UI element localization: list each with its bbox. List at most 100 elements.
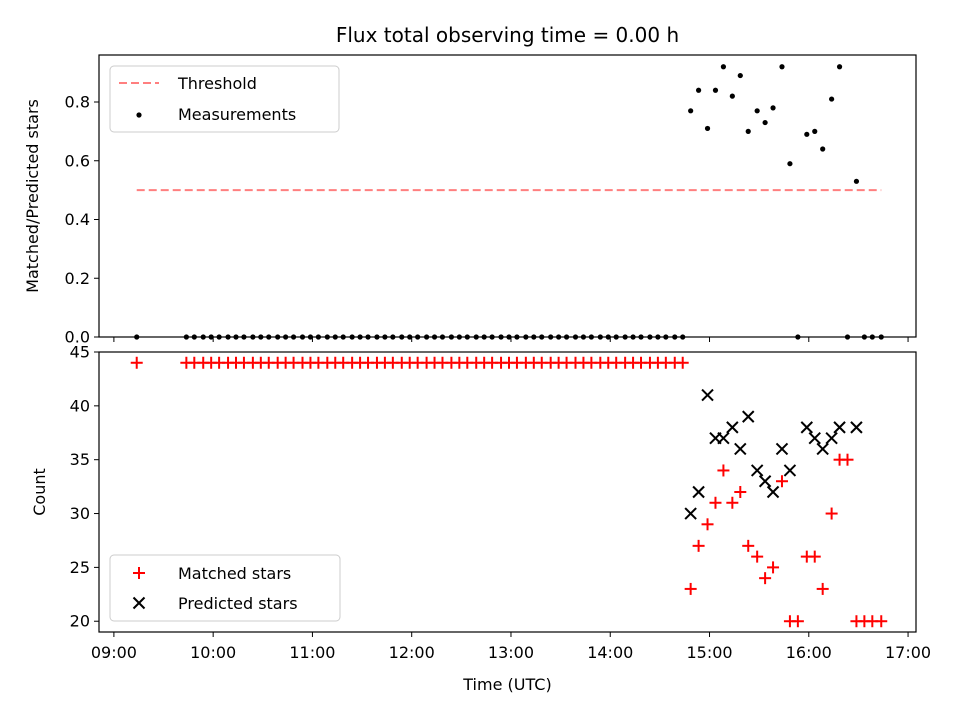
top-axes-frame [98,54,917,338]
matched-star-point [751,550,764,563]
matched-star-point [684,582,697,595]
bottom-y-axis-label: Count [30,468,49,516]
bottom-y-tick-label: 20 [70,612,90,631]
bottom-y-tick-label: 30 [70,504,90,523]
predicted-star-point [758,475,772,488]
matched-star-point [130,356,143,369]
measurement-point [704,125,711,132]
x-axis-label: Time (UTC) [462,675,551,694]
top-y-tick-label: 0.4 [65,210,90,229]
predicted-star-b [833,421,846,434]
top-legend: Threshold Measurements [109,65,340,133]
measurement-point [787,161,793,167]
matched-star-point [709,496,722,509]
predicted-star-point [742,410,755,423]
matched-star-point [717,464,730,477]
matched-star-point [742,539,755,552]
predicted-star-b [775,442,789,456]
bottom-x-tick-label: 17:00 [885,643,931,662]
measurement-point [729,93,735,99]
chart-title: Flux total observing time = 0.00 h [336,23,679,47]
measurement-point [720,64,727,70]
measurement-point [779,64,785,70]
bottom-y-tick-label: 45 [70,343,90,362]
top-y-tick-label: 0.6 [65,151,90,170]
legend-predicted-swatch-b [132,596,146,610]
top-legend-box [109,65,340,133]
predicted-star-b [701,388,714,402]
measurement-point [745,128,751,134]
matched-star-point [875,615,888,628]
bottom-axes-frame [98,351,917,633]
bottom-x-tick-label: 13:00 [488,643,534,662]
matched-star-point [701,518,714,531]
bottom-x-tick-label: 15:00 [686,643,732,662]
measurement-point [762,119,768,126]
legend-threshold-label: Threshold [177,74,257,93]
matched-star-point [825,507,838,520]
measurement-point [820,146,826,152]
predicted-star-point [850,421,863,434]
predicted-star-point [750,464,764,477]
predicted-star-point [734,442,747,456]
legend-predicted-label: Predicted stars [178,594,298,613]
predicted-star-b [808,431,821,445]
measurement-point [829,96,835,102]
predicted-star-point [775,442,789,456]
matched-star-point [759,572,772,585]
measurement-point [804,131,810,137]
measurement-point [695,87,702,93]
legend-measurements-swatch [136,112,142,118]
measurement-point [712,87,719,93]
legend-matched-label: Matched stars [178,564,291,583]
bottom-legend: Matched stars Predicted stars [109,554,341,622]
predicted-star-b [726,421,739,434]
matched-star-point [734,486,747,498]
predicted-star-b [825,431,838,445]
predicted-star-point [808,431,821,445]
bottom-x-tick-label: 14:00 [587,643,633,662]
bottom-y-tick-label: 40 [70,396,90,415]
predicted-star-b [684,507,697,520]
measurement-point [688,108,694,114]
matched-star-point [775,475,788,488]
matched-star-point [767,561,780,574]
predicted-star-point [692,485,705,499]
predicted-star-b [766,485,780,499]
bottom-x-tick-label: 09:00 [91,643,137,662]
measurement-point [737,72,743,79]
predicted-star-b [850,421,863,434]
matched-star-point [692,539,705,552]
predicted-star-point [717,431,730,445]
bottom-x-tick-label: 12:00 [389,643,435,662]
top-y-axis-label: Matched/Predicted stars [23,99,42,293]
matched-star-point [791,615,804,628]
matched-star-point [841,453,854,466]
top-y-tick-label: 0.8 [65,93,90,112]
predicted-star-point [783,464,797,477]
measurement-point [836,64,843,70]
top-y-tick-label: 0.2 [65,269,90,288]
bottom-y-tick-label: 25 [70,558,90,577]
bottom-x-tick-label: 16:00 [786,643,832,662]
measurement-point [812,128,818,134]
predicted-star-point [816,442,829,456]
legend-measurements-label: Measurements [178,105,296,124]
matched-star-point [816,582,829,595]
measurement-point [853,178,860,184]
predicted-star-point [726,421,739,434]
predicted-star-point [701,388,714,402]
measurement-point [754,108,760,114]
matched-star-point [726,496,739,509]
predicted-star-b [692,485,705,499]
predicted-star-b [742,410,755,423]
matched-star-point [676,356,689,369]
top-panel: 0.0 0.2 0.4 0.6 0.8 Threshold Measurements [65,54,917,347]
top-y-tick-label: 0.0 [65,328,90,347]
bottom-panel: 20 25 30 35 40 45 09:00 10:00 11:00 12:00 13:00 14:… [70,343,931,663]
measurement-point [770,105,776,111]
predicted-star-b [734,442,747,456]
predicted-star-point [825,431,838,445]
predicted-star-b [758,475,772,488]
